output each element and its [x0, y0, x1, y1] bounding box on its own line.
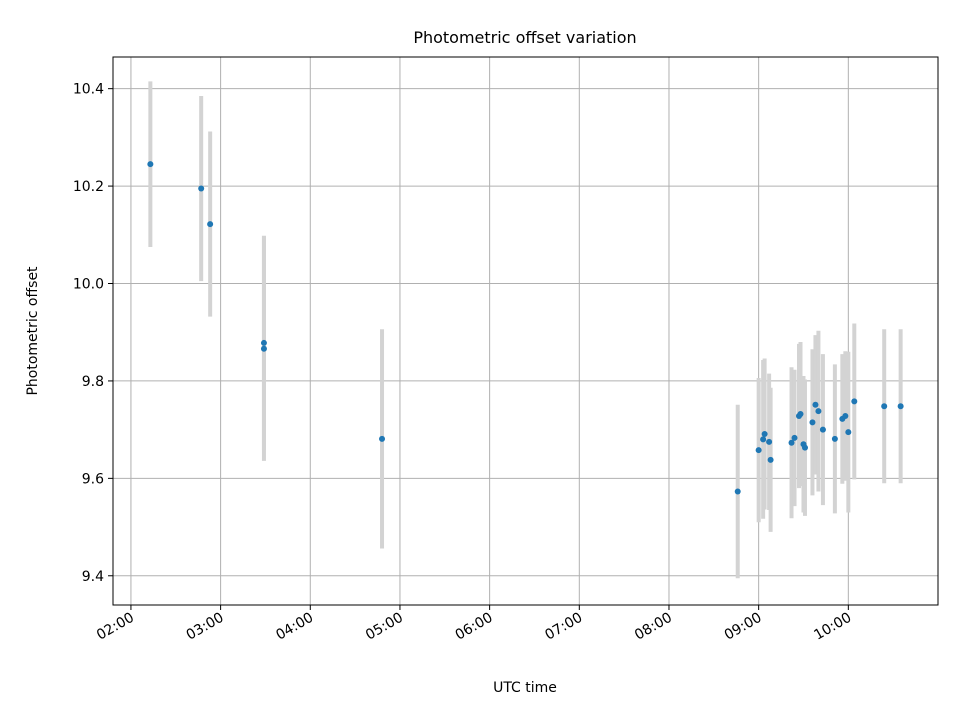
data-point [788, 439, 795, 446]
data-point [842, 413, 849, 420]
y-tick-label: 9.6 [82, 471, 104, 487]
y-tick-label: 10.0 [73, 277, 104, 293]
data-point [260, 339, 267, 346]
data-point [801, 444, 808, 451]
data-point [897, 403, 904, 410]
data-point [881, 403, 888, 410]
data-point [797, 411, 804, 418]
y-tick-label: 10.4 [73, 82, 104, 98]
data-point [851, 398, 858, 405]
point-layer [147, 161, 904, 495]
data-point [815, 408, 822, 415]
data-point [761, 431, 768, 438]
data-point [207, 221, 214, 228]
data-point [734, 488, 741, 495]
data-point [766, 438, 773, 445]
data-point [198, 185, 205, 192]
plot-frame [112, 56, 939, 606]
y-tick-label: 10.2 [73, 179, 104, 195]
data-point [767, 456, 774, 463]
data-point [755, 447, 762, 454]
data-point [812, 401, 819, 408]
y-tick-layer: 9.4 9.6 9.8 10.0 10.2 10.4 [73, 82, 113, 585]
data-point [831, 435, 838, 442]
data-point [809, 419, 816, 426]
y-tick-label: 9.8 [82, 374, 104, 390]
y-axis-label: Photometric offset [25, 266, 41, 396]
chart-title: Photometric offset variation [413, 28, 636, 47]
data-point [147, 161, 154, 168]
data-point [791, 434, 798, 441]
y-tick-label: 9.4 [82, 569, 104, 585]
data-point [260, 345, 267, 352]
data-point [845, 429, 852, 436]
data-point [760, 436, 767, 443]
x-axis-label: UTC time [493, 680, 557, 696]
data-point [379, 435, 386, 442]
data-point [819, 426, 826, 433]
